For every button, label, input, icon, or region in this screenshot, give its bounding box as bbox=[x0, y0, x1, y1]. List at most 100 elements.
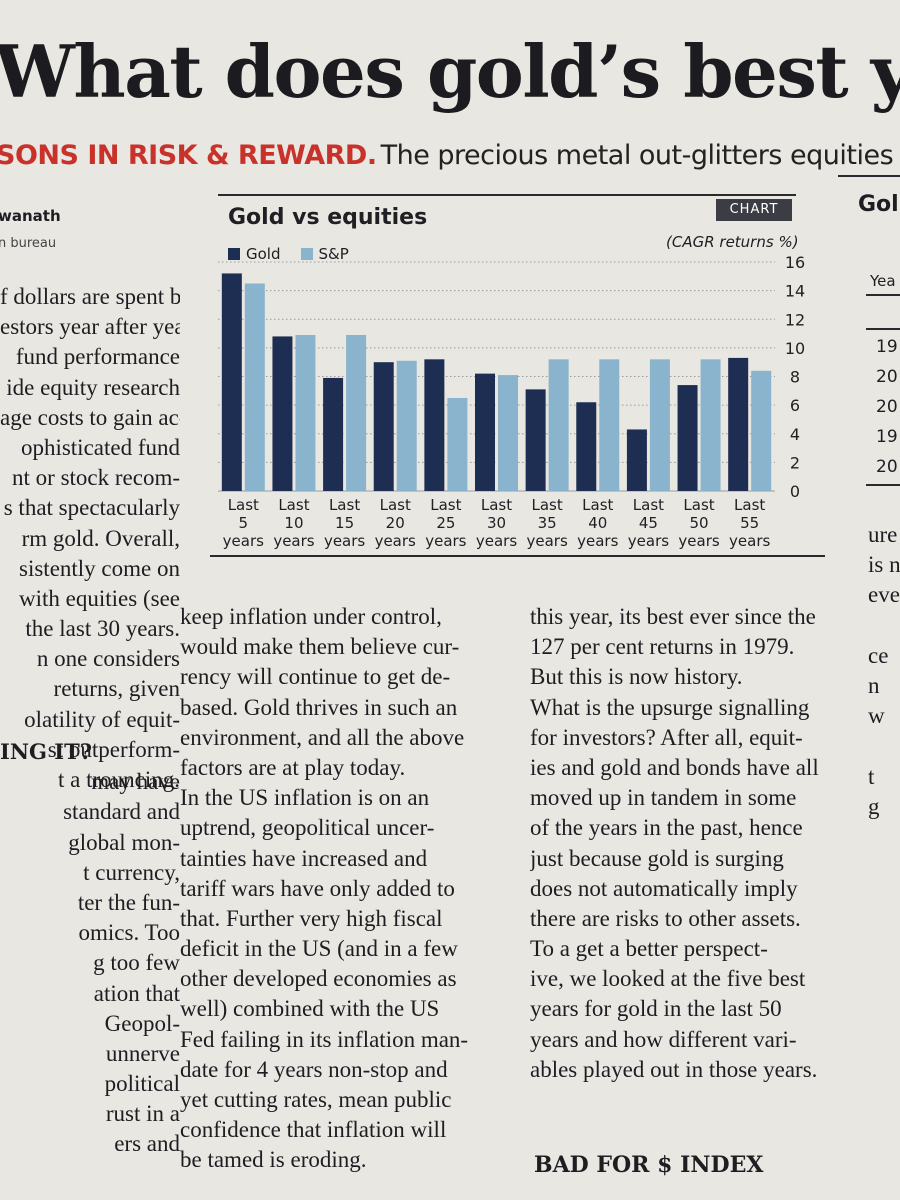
text-line: well) combined with the US bbox=[180, 996, 440, 1022]
text-line: does not automatically imply bbox=[530, 875, 798, 901]
x-tick-label: Last 50 years bbox=[678, 496, 719, 550]
text-line: omics. Too bbox=[78, 920, 180, 946]
x-tick-label-line: 30 bbox=[487, 514, 506, 532]
bar-gold bbox=[272, 336, 293, 491]
text-line: confidence that inflation will bbox=[180, 1117, 447, 1143]
x-tick-label-line: years bbox=[577, 532, 618, 550]
text-line: years and how different vari- bbox=[530, 1026, 797, 1052]
x-tick-label: Last 30 years bbox=[476, 496, 517, 550]
text-line bbox=[868, 731, 900, 761]
text-line: this year, its best ever since the bbox=[530, 604, 816, 629]
x-tick-label-line: 10 bbox=[284, 514, 303, 532]
text-line: be tamed is eroding. bbox=[180, 1147, 367, 1173]
bar-gold bbox=[475, 373, 495, 491]
bar-gold bbox=[677, 385, 698, 491]
right-panel-rule bbox=[866, 484, 900, 486]
text-line: ophisticated fund bbox=[20, 434, 180, 460]
text-line: In the US inflation is on an bbox=[180, 785, 430, 811]
text-line: yet cutting rates, mean public bbox=[180, 1087, 452, 1112]
x-tick-label-line: 50 bbox=[689, 514, 708, 532]
text-line: deficit in the US (and in a few bbox=[180, 936, 458, 962]
x-tick-label-line: 5 bbox=[239, 514, 249, 532]
x-tick-label-line: Last bbox=[228, 496, 259, 514]
y-tick-label: 0 bbox=[790, 482, 800, 501]
x-tick-label: Last 15 years bbox=[324, 496, 365, 550]
legend-sp: S&P bbox=[300, 245, 349, 263]
x-tick-label-line: Last bbox=[683, 496, 714, 514]
bar-sp bbox=[244, 283, 265, 491]
bar-gold bbox=[323, 377, 344, 491]
y-tick-label: 10 bbox=[785, 339, 805, 358]
x-tick-label-line: years bbox=[476, 532, 517, 550]
text-line: years for gold in the last 50 bbox=[530, 996, 782, 1022]
text-line: ation that bbox=[93, 980, 180, 1006]
legend-sp-label: S&P bbox=[318, 245, 349, 263]
x-tick-label-line: 15 bbox=[335, 514, 354, 532]
legend-gold-label: Gold bbox=[246, 245, 281, 263]
text-line: that. Further very high fiscal bbox=[180, 905, 443, 931]
y-tick-label: 2 bbox=[790, 453, 800, 472]
x-tick-label-line: years bbox=[223, 532, 264, 550]
bar-sp bbox=[548, 359, 569, 491]
right-panel-year: 20 bbox=[876, 397, 898, 417]
text-line: is n bbox=[868, 552, 900, 578]
right-panel-header: Yea bbox=[870, 272, 896, 290]
text-line: What is the upsurge signalling bbox=[530, 694, 810, 720]
chart-y-axis-label: (CAGR returns %) bbox=[666, 233, 799, 251]
text-line: with equities (see bbox=[19, 585, 180, 611]
x-tick-label-line: years bbox=[425, 532, 466, 550]
text-line: n bbox=[868, 672, 880, 698]
y-tick-label: 8 bbox=[790, 368, 800, 387]
x-tick-label: Last 5 years bbox=[223, 496, 264, 550]
subhead-deck: The precious metal out-glitters equities bbox=[380, 140, 894, 171]
text-line: st outperform- bbox=[47, 736, 180, 762]
text-line: ables played out in those years. bbox=[530, 1056, 818, 1082]
x-tick-label-line: years bbox=[273, 532, 314, 550]
text-line: tariff wars have only added to bbox=[180, 875, 455, 901]
subhead-kicker: SONS IN RISK & REWARD. bbox=[0, 140, 377, 171]
x-tick-label: Last 20 years bbox=[375, 496, 416, 550]
text-line: g too few bbox=[93, 950, 180, 976]
y-tick-label: 4 bbox=[790, 425, 800, 444]
bar-sp bbox=[346, 334, 367, 491]
text-line: n one considers bbox=[36, 646, 180, 672]
text-line: ce bbox=[868, 642, 889, 668]
right-panel-year: 20 bbox=[876, 457, 898, 477]
article-column-4: ure is n eve ce n w t g bbox=[868, 520, 900, 822]
article-column-1-lower: ING IT? may have standard and global mon-t … bbox=[0, 737, 180, 1160]
byline-bureau: n bureau bbox=[0, 236, 57, 251]
text-line: sistently come on bbox=[19, 555, 180, 581]
article-column-2: keep inflation under control, would make … bbox=[180, 602, 490, 1176]
text-line: estors year after year bbox=[0, 314, 180, 340]
text-line: g bbox=[868, 793, 880, 819]
legend-sp-swatch bbox=[300, 248, 313, 260]
text-line: standard and bbox=[63, 799, 180, 825]
x-tick-label-line: 35 bbox=[538, 514, 557, 532]
right-panel-year: 19 bbox=[876, 427, 898, 447]
text-line: based. Gold thrives in such an bbox=[180, 694, 458, 720]
x-tick-label-line: 25 bbox=[436, 514, 455, 532]
text-line: f dollars are spent by bbox=[0, 284, 180, 309]
text-line: ies and gold and bonds have all bbox=[530, 754, 819, 780]
text-line: factors are at play today. bbox=[180, 754, 406, 780]
text-line: uptrend, geopolitical uncer- bbox=[180, 815, 435, 841]
right-panel-rule bbox=[866, 294, 900, 296]
text-line: global mon- bbox=[68, 829, 180, 855]
text-line: Fed failing in its inflation man- bbox=[180, 1026, 469, 1052]
x-tick-label-line: Last bbox=[481, 496, 512, 514]
legend-gold: Gold bbox=[228, 245, 281, 263]
text-line: To a get a better perspect- bbox=[530, 936, 768, 962]
text-line: But this is now history. bbox=[530, 664, 743, 690]
text-line: rency will continue to get de- bbox=[180, 664, 451, 690]
x-tick-label-line: Last bbox=[633, 496, 664, 514]
right-panel-year: 19 bbox=[876, 337, 898, 357]
headline: What does gold’s best y bbox=[0, 29, 900, 114]
bar-gold bbox=[424, 359, 445, 491]
bar-sp bbox=[700, 359, 721, 491]
text-line: fund performance bbox=[15, 344, 180, 370]
bar-sp bbox=[751, 370, 772, 491]
text-line: environment, and all the above bbox=[180, 724, 465, 750]
text-line: rm gold. Overall, bbox=[21, 525, 180, 551]
text-line: the last 30 years. bbox=[25, 616, 180, 642]
